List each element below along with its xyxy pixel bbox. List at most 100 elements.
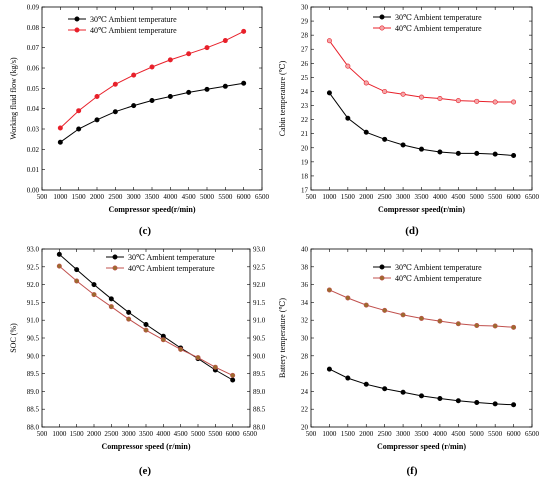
data-point bbox=[131, 103, 137, 109]
y-tick-label: 93.0 bbox=[27, 246, 40, 254]
legend-marker bbox=[379, 264, 385, 270]
y-tick-label-right: 92.0 bbox=[253, 281, 266, 289]
data-point bbox=[437, 149, 443, 155]
data-point bbox=[56, 263, 62, 269]
series-line-1 bbox=[58, 265, 233, 376]
data-point bbox=[149, 64, 155, 70]
y-tick-label: 24 bbox=[301, 88, 309, 96]
x-tick-label: 6500 bbox=[255, 193, 270, 201]
y-tick-label: 30 bbox=[301, 335, 309, 343]
y-tick-label: 0.03 bbox=[27, 126, 40, 134]
data-point bbox=[455, 150, 461, 156]
plot-frame bbox=[41, 248, 251, 428]
y-axis-label: SOC (%) bbox=[9, 323, 18, 353]
data-point bbox=[418, 315, 424, 321]
legend-entry: 40℃ Ambient temperature bbox=[395, 274, 482, 283]
series-line-0 bbox=[60, 82, 244, 143]
legend-entry: 40℃ Ambient temperature bbox=[90, 26, 177, 35]
data-point bbox=[455, 321, 461, 327]
y-tick-label: 0.06 bbox=[27, 65, 40, 73]
y-axis-label: Cabin temperature (℃) bbox=[278, 60, 287, 136]
y-tick-label-right: 90.5 bbox=[253, 335, 266, 343]
data-point bbox=[382, 136, 388, 142]
x-tick-label: 1000 bbox=[322, 193, 337, 201]
data-point bbox=[230, 372, 236, 378]
x-tick-label: 2500 bbox=[378, 430, 393, 438]
data-point bbox=[474, 150, 480, 156]
data-point bbox=[222, 83, 228, 89]
y-tick-label: 0.04 bbox=[27, 105, 40, 113]
y-tick-label-right: 93.0 bbox=[253, 246, 266, 254]
data-point bbox=[108, 304, 114, 310]
panel-c: 500 1000 1500 2000 2500 3000 3500 4000 4500 5000 5… bbox=[9, 4, 270, 238]
data-point bbox=[455, 98, 461, 104]
data-point bbox=[76, 126, 82, 132]
data-point bbox=[91, 292, 97, 298]
data-point bbox=[204, 45, 210, 51]
y-tick-label: 27 bbox=[301, 46, 309, 54]
data-point bbox=[511, 153, 517, 159]
x-tick-label: 4000 bbox=[156, 430, 171, 438]
x-tick-label: 3000 bbox=[396, 430, 411, 438]
y-tick-label-right: 88.5 bbox=[253, 406, 266, 414]
x-tick-label: 4000 bbox=[433, 430, 448, 438]
data-point bbox=[178, 346, 184, 352]
series-line-1 bbox=[59, 30, 244, 129]
data-point bbox=[511, 402, 517, 408]
data-point bbox=[474, 98, 480, 104]
data-point bbox=[345, 63, 351, 69]
x-tick-label: 4500 bbox=[451, 430, 466, 438]
legend-marker bbox=[112, 254, 118, 260]
x-tick-label: 5000 bbox=[470, 193, 485, 201]
legend-marker bbox=[379, 25, 385, 31]
data-point bbox=[455, 398, 461, 404]
panel-label: (c) bbox=[139, 225, 152, 237]
y-tick-label: 29 bbox=[301, 18, 309, 26]
y-tick-label: 32 bbox=[301, 317, 309, 325]
x-tick-label: 1500 bbox=[341, 193, 356, 201]
data-point bbox=[345, 115, 351, 121]
data-point bbox=[74, 267, 80, 273]
x-axis-label: Compressor speed (r/min) bbox=[101, 442, 190, 451]
data-point bbox=[363, 80, 369, 86]
x-tick-label: 3000 bbox=[127, 193, 142, 201]
data-point bbox=[400, 389, 406, 395]
data-point bbox=[76, 108, 82, 114]
data-point bbox=[492, 323, 498, 329]
x-tick-label: 4000 bbox=[163, 193, 178, 201]
x-axis-label: Compressor speed(r/min) bbox=[378, 205, 465, 214]
legend-entry: 30℃ Ambient temperature bbox=[90, 15, 177, 24]
series-line-1 bbox=[329, 289, 514, 328]
data-point bbox=[382, 88, 388, 94]
data-point bbox=[326, 38, 332, 44]
panel-label: (d) bbox=[405, 225, 419, 237]
x-tick-label: 3500 bbox=[139, 430, 154, 438]
x-tick-label: 3000 bbox=[396, 193, 411, 201]
x-tick-label: 6000 bbox=[507, 193, 522, 201]
legend-entry: 30℃ Ambient temperature bbox=[395, 13, 482, 22]
y-tick-label: 91.5 bbox=[27, 299, 40, 307]
x-tick-label: 5500 bbox=[208, 430, 223, 438]
data-point bbox=[437, 96, 443, 102]
x-tick-label: 4500 bbox=[174, 430, 189, 438]
panel-f: 500 1000 1500 2000 2500 3000 3500 4000 4500 5000 5… bbox=[278, 246, 540, 478]
series-line-0 bbox=[58, 253, 233, 381]
data-point bbox=[222, 38, 228, 44]
data-point bbox=[112, 109, 118, 115]
data-point bbox=[57, 139, 63, 145]
y-tick-label: 19 bbox=[301, 158, 309, 166]
data-point bbox=[149, 98, 155, 104]
y-tick-label: 24 bbox=[301, 388, 309, 396]
x-tick-label: 4500 bbox=[451, 193, 466, 201]
y-tick-label: 28 bbox=[301, 32, 309, 40]
x-tick-label: 5500 bbox=[488, 193, 503, 201]
y-tick-label: 18 bbox=[301, 172, 309, 180]
x-tick-label: 1500 bbox=[70, 430, 85, 438]
y-tick-label-right: 89.0 bbox=[253, 388, 266, 396]
data-point bbox=[418, 94, 424, 100]
data-point bbox=[345, 295, 351, 301]
x-tick-label: 500 bbox=[306, 430, 317, 438]
x-tick-label: 1000 bbox=[53, 193, 68, 201]
x-tick-label: 5000 bbox=[470, 430, 485, 438]
y-tick-label: 0.01 bbox=[27, 166, 40, 174]
